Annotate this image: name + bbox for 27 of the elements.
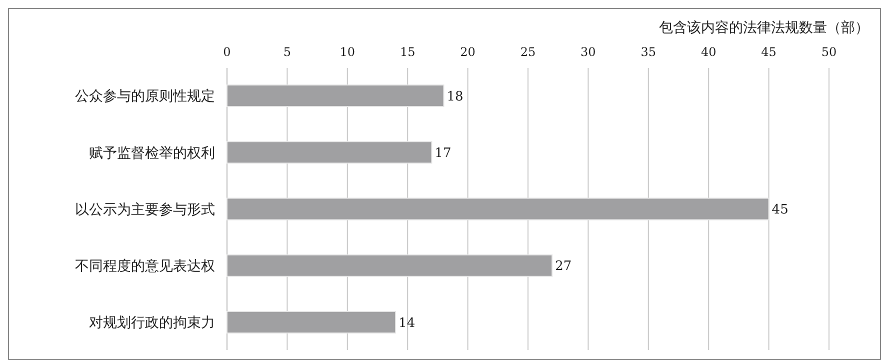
y-tick-label: 赋予监督检举的权利	[89, 145, 215, 162]
x-tick-label: 30	[580, 45, 596, 59]
y-tick-label: 公众参与的原则性规定	[75, 88, 215, 105]
x-tick-label: 20	[460, 45, 476, 59]
y-tick-label: 以公示为主要参与形式	[75, 202, 215, 218]
x-tick-label: 25	[520, 45, 536, 59]
x-tick-label: 15	[400, 45, 416, 59]
data-label: 45	[772, 202, 788, 218]
data-label: 27	[555, 259, 572, 274]
x-axis-title: 包含该内容的法律法规数量（部）	[659, 20, 869, 36]
x-tick-label: 50	[821, 45, 837, 59]
bar	[226, 254, 553, 277]
x-tick-label: 10	[340, 45, 356, 59]
data-label: 17	[434, 146, 452, 161]
x-tick-label: 5	[283, 45, 292, 59]
bar	[226, 198, 770, 220]
bar	[226, 141, 432, 164]
bar	[226, 84, 444, 108]
data-label: 14	[398, 316, 416, 331]
x-tick-label: 0	[223, 45, 231, 59]
data-label: 18	[446, 89, 464, 104]
y-tick-label: 不同程度的意见表达权	[75, 258, 215, 275]
x-tick-label: 40	[700, 45, 716, 59]
bar	[226, 310, 396, 334]
x-tick-label: 45	[761, 45, 776, 59]
y-tick-label: 对规划行政的拘束力	[89, 315, 215, 332]
x-tick-label: 35	[640, 45, 656, 59]
